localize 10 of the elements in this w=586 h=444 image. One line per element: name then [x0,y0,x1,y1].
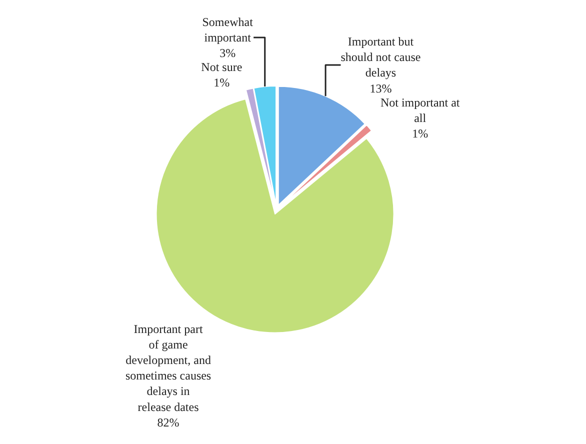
slice-label: Important part of game development, and sometimes causes delays in release dates [125,322,212,414]
data-label: 3% [220,46,236,60]
slice-label: Important but should not cause delays [340,34,421,80]
slice-label: Not sure [201,60,242,74]
data-label: 82% [157,415,180,430]
data-label: 1% [214,76,230,90]
data-label: 1% [412,126,428,141]
slice-label: Not important at all [380,95,460,125]
data-label: 13% [370,81,392,96]
slice-label: Somewhat important [202,14,254,44]
